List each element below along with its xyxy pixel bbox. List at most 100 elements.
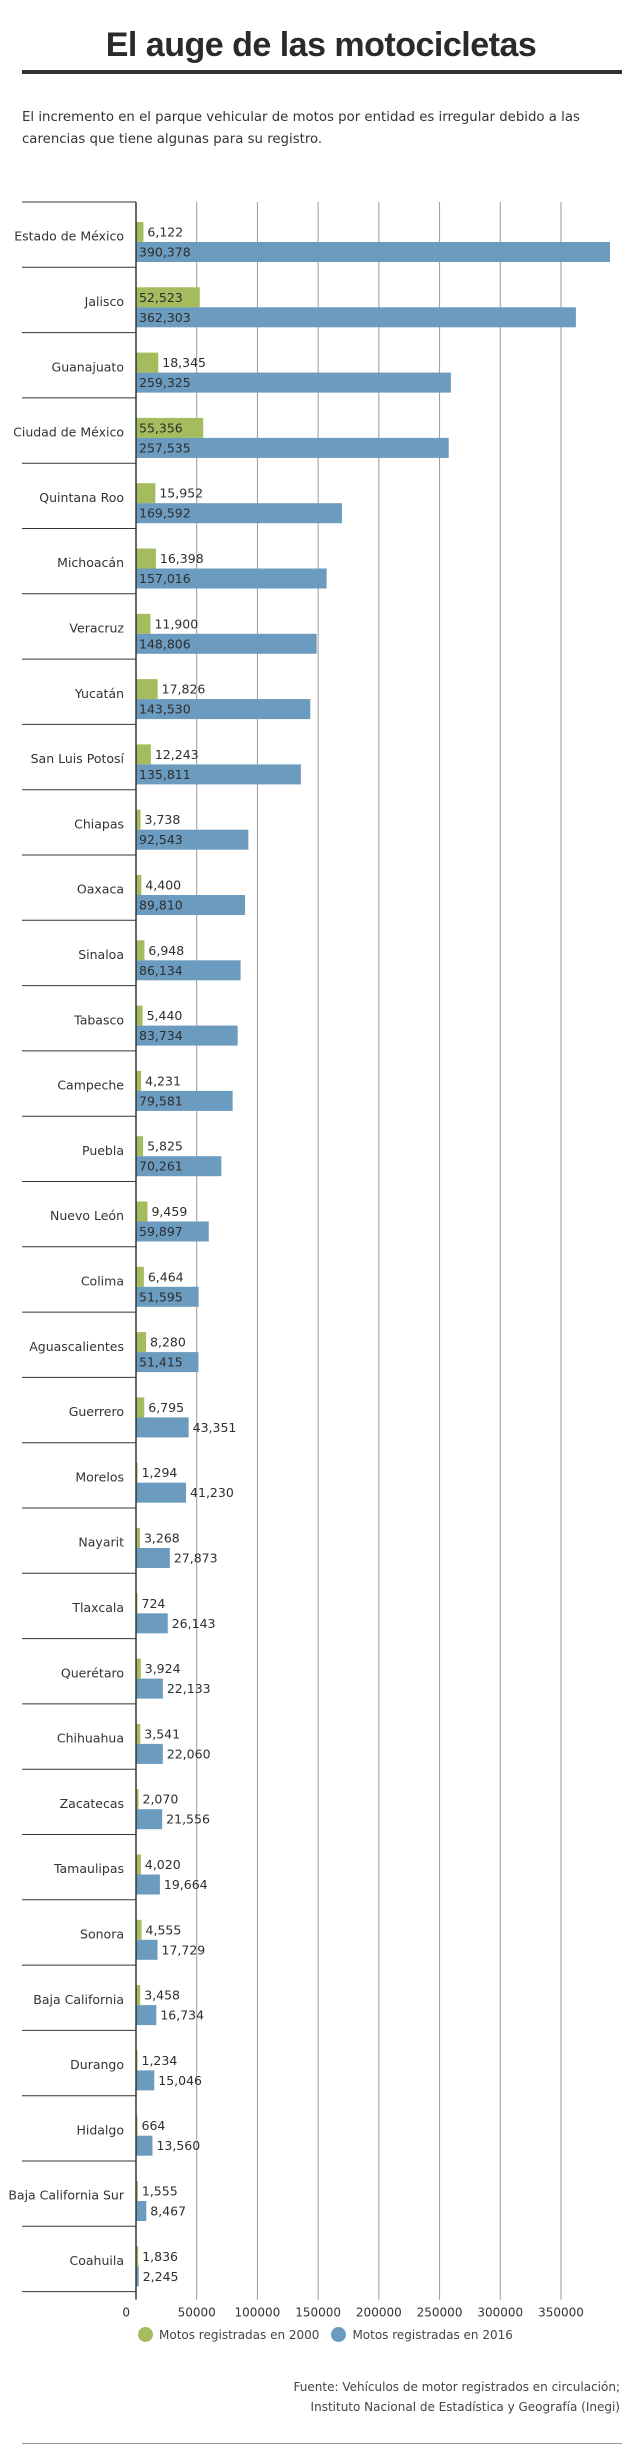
bar-2016 [136, 1352, 199, 1373]
data-label-2000: 3,924 [145, 1661, 181, 1676]
legend-swatch-2016 [331, 2327, 347, 2342]
bar-2000 [136, 1332, 147, 1353]
bar-2016 [136, 633, 317, 654]
data-label-2016: 41,230 [190, 1485, 234, 1500]
data-label-2000: 4,400 [145, 878, 181, 893]
data-label-2000: 6,948 [148, 943, 184, 958]
category-label: Morelos [75, 1469, 124, 1484]
data-label-2016: 86,134 [139, 963, 183, 978]
legend-item-2016: Motos registradas en 2016 [331, 2327, 513, 2342]
bar-2016 [136, 1613, 168, 1634]
data-label-2000: 15,952 [159, 486, 203, 501]
bar-2016 [136, 437, 449, 458]
bar-2016 [136, 1809, 163, 1830]
data-label-2016: 8,467 [150, 2204, 186, 2219]
data-label-2000: 1,836 [142, 2249, 178, 2264]
data-label-2000: 16,398 [160, 551, 204, 566]
bar-2000 [136, 1723, 141, 1744]
category-label: Colima [81, 1273, 124, 1288]
source-line-1: Fuente: Vehículos de motor registrados e… [293, 2380, 620, 2394]
category-label: Quintana Roo [39, 490, 124, 505]
x-tick-label: 0 [122, 2306, 130, 2320]
bar-chart: Estado de México 6,122 390,378 Jalisco 52,52… [8, 201, 610, 2320]
data-label-2016: 148,806 [139, 636, 191, 651]
category-label: Veracruz [69, 620, 124, 635]
data-label-2000: 4,231 [145, 1073, 181, 1088]
bar-2016 [136, 307, 576, 328]
category-label: Campeche [57, 1078, 124, 1093]
bar-2016 [136, 1025, 238, 1046]
data-label-2000: 3,268 [144, 1531, 180, 1546]
bar-2000 [136, 2181, 138, 2201]
category-label: Puebla [82, 1143, 124, 1158]
data-label-2000: 17,826 [162, 682, 206, 697]
bottom-rule [22, 2443, 622, 2444]
data-label-2000: 6,122 [147, 225, 183, 240]
category-label: Zacatecas [60, 1796, 124, 1811]
bar-2000 [136, 809, 141, 830]
legend-swatch-2000 [138, 2327, 153, 2342]
data-label-2016: 79,581 [139, 1093, 183, 1108]
category-label: Estado de México [14, 229, 124, 244]
data-label-2016: 83,734 [139, 1028, 183, 1043]
page-title: El auge de las motocicletas [105, 26, 537, 64]
category-label: Chihuahua [57, 1731, 124, 1746]
x-tick-label: 350000 [538, 2306, 584, 2320]
category-label: San Luis Potosí [31, 751, 125, 766]
bar-2016 [136, 568, 327, 589]
data-label-2016: 135,811 [139, 767, 191, 782]
data-label-2000: 3,541 [144, 1726, 180, 1741]
data-label-2000: 664 [142, 2118, 166, 2133]
bar-2016 [136, 1286, 199, 1307]
category-label: Jalisco [84, 294, 124, 309]
x-tick-label: 250000 [417, 2306, 463, 2320]
bar-2016 [136, 372, 451, 393]
bar-2000 [136, 1201, 148, 1222]
bar-2016 [136, 1221, 209, 1242]
bar-2000 [136, 940, 145, 961]
data-label-2000: 3,738 [145, 812, 181, 827]
bar-2016 [136, 1743, 163, 1764]
data-label-2000: 11,900 [154, 616, 198, 631]
data-label-2000: 1,555 [142, 2184, 178, 2199]
x-tick-label: 50000 [178, 2306, 216, 2320]
bar-2000 [136, 548, 156, 569]
category-label: Hidalgo [76, 2122, 124, 2137]
category-label: Baja California Sur [8, 2188, 125, 2203]
data-label-2000: 6,464 [148, 1269, 184, 1284]
data-label-2016: 27,873 [174, 1551, 218, 1566]
legend-label-2016: Motos registradas en 2016 [352, 2327, 513, 2342]
bar-2000 [136, 1919, 142, 1940]
category-label: Michoacán [57, 555, 124, 570]
bar-2000 [136, 1985, 141, 2006]
data-label-2016: 390,378 [139, 245, 191, 260]
data-label-2000: 5,825 [147, 1139, 183, 1154]
bar-2000 [136, 679, 158, 700]
data-label-2016: 22,060 [167, 1746, 211, 1761]
bar-2000 [136, 613, 151, 634]
data-label-2016: 92,543 [139, 832, 183, 847]
data-label-2000: 18,345 [162, 355, 206, 370]
data-label-2000: 2,070 [143, 1792, 179, 1807]
data-label-2016: 362,303 [139, 310, 191, 325]
x-tick-label: 100000 [235, 2306, 281, 2320]
bar-2000 [136, 1266, 144, 1287]
data-label-2016: 13,560 [156, 2138, 200, 2153]
x-tick-label: 150000 [295, 2306, 341, 2320]
bar-2016 [136, 1156, 222, 1177]
category-label: Coahuila [70, 2253, 125, 2268]
category-label: Chiapas [74, 816, 124, 831]
category-label: Yucatán [74, 686, 124, 701]
bar-2000 [136, 1658, 141, 1679]
data-label-2000: 9,459 [151, 1204, 187, 1219]
bar-2016 [136, 1874, 160, 1895]
data-label-2016: 2,245 [143, 2269, 179, 2284]
data-label-2016: 19,664 [164, 1877, 208, 1892]
bar-2016 [136, 2266, 139, 2287]
bar-2000 [136, 1462, 138, 1483]
category-label: Ciudad de México [13, 425, 124, 440]
data-label-2016: 22,133 [167, 1681, 211, 1696]
category-label: Tlaxcala [71, 1600, 124, 1615]
data-label-2016: 169,592 [139, 506, 191, 521]
data-label-2016: 21,556 [166, 1812, 210, 1827]
